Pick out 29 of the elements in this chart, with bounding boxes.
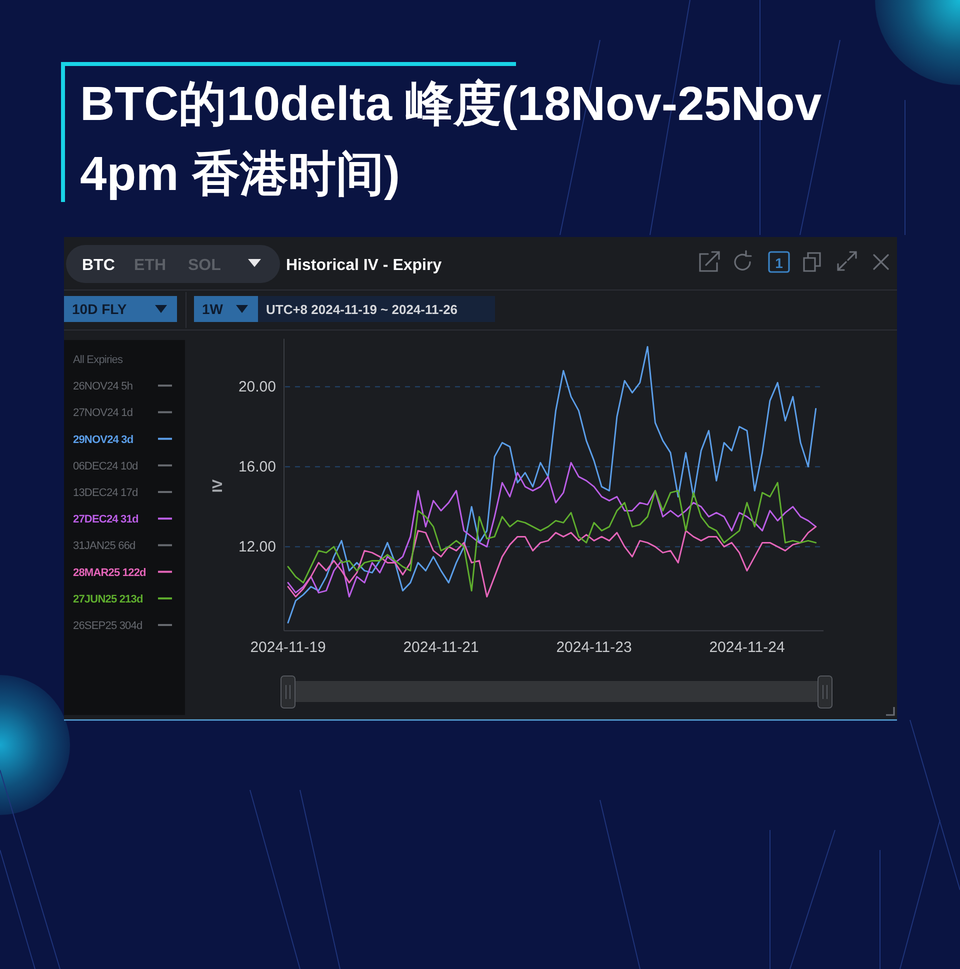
chart-title: BTC的10delta 峰度(18Nov-25Nov 4pm 香港时间): [80, 77, 823, 203]
line-series: [287, 526, 817, 598]
x-tick-label: 2024-11-23: [556, 639, 632, 656]
y-tick-label: 12.00: [238, 538, 276, 556]
line-series: [287, 482, 817, 592]
legend-label: 27NOV24 1d: [73, 407, 133, 420]
legend-label: 13DEC24 17d: [73, 487, 138, 499]
chart-subtitle: Historical IV - Expiry: [286, 257, 442, 274]
legend-label: 27JUN25 213d: [73, 593, 143, 606]
y-tick-label: 20.00: [238, 378, 276, 396]
text: 10D FLY: [72, 301, 128, 317]
legend-label: 31JAN25 66d: [73, 540, 136, 552]
text: UTC+8 2024-11-19 ~ 2024-11-26: [266, 302, 458, 317]
line-series: [287, 462, 817, 598]
legend-label: 29NOV24 3d: [73, 434, 134, 446]
legend-title: All Expiries: [73, 354, 124, 366]
legend-label: 26SEP25 304d: [73, 620, 142, 632]
y-tick-label: 16.00: [238, 458, 276, 476]
legend-label: 27DEC24 31d: [73, 514, 138, 526]
legend-label: 06DEC24 10d: [73, 460, 138, 472]
x-tick-label: 2024-11-24: [709, 639, 785, 656]
text: 1W: [202, 301, 224, 317]
x-tick-label: 2024-11-21: [403, 639, 479, 656]
line-series: [287, 346, 817, 624]
legend-label: 28MAR25 122d: [73, 566, 146, 579]
legend-label: 26NOV24 5h: [73, 380, 133, 393]
text: BTC: [82, 257, 116, 274]
x-tick-label: 2024-11-19: [250, 639, 326, 656]
y-axis-title: IV: [209, 478, 225, 493]
